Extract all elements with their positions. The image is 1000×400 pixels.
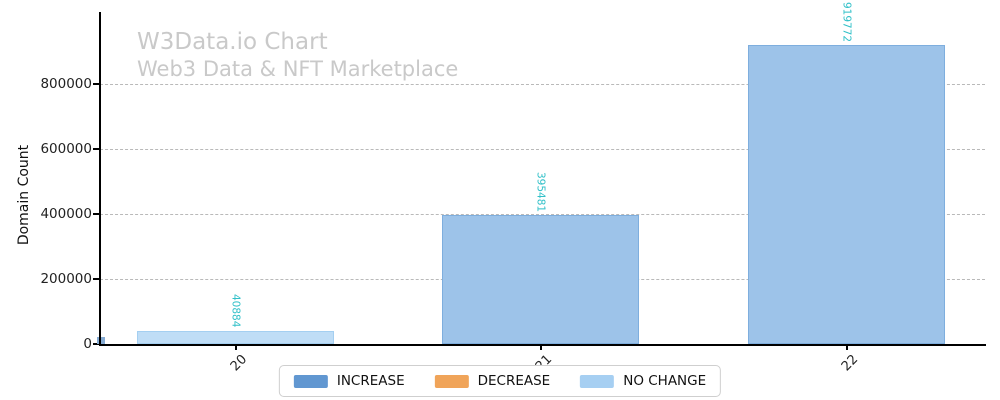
y-tick-label: 200000 (40, 271, 92, 287)
legend: INCREASE DECREASE NO CHANGE (278, 365, 722, 397)
y-axis-spine (99, 12, 101, 345)
y-tick-mark (93, 148, 100, 150)
legend-item-decrease: DECREASE (434, 373, 551, 389)
x-tick-mark (845, 345, 848, 350)
chart-subtitle: Web3 Data & NFT Marketplace (137, 57, 459, 81)
legend-label: NO CHANGE (623, 373, 707, 389)
bar-value-label: 395481 (534, 172, 547, 213)
y-tick-label: 0 (83, 336, 92, 352)
gridline-400000 (100, 213, 985, 215)
legend-swatch (580, 374, 615, 388)
y-tick-label: 400000 (40, 206, 92, 222)
y-tick-mark (93, 213, 100, 215)
bar-21 (442, 215, 639, 344)
origin-mini-bar (97, 337, 105, 344)
y-tick-mark (93, 278, 100, 280)
legend-label: DECREASE (477, 373, 551, 389)
legend-label: INCREASE (336, 373, 405, 389)
y-axis-label: Domain Count (16, 144, 32, 246)
bar-value-label: 40884 (229, 294, 242, 328)
bar-20 (137, 330, 334, 344)
x-tick-label: 20 (227, 352, 251, 375)
bar-22 (748, 45, 945, 344)
gridline-600000 (100, 148, 985, 150)
legend-item-increase: INCREASE (293, 373, 405, 389)
x-tick-mark (539, 345, 542, 350)
x-tick-label: 22 (838, 352, 862, 375)
y-tick-label: 600000 (40, 141, 92, 157)
legend-swatch (293, 374, 328, 388)
y-tick-label: 800000 (40, 76, 92, 92)
bar-value-label: 919772 (840, 1, 853, 43)
chart-title: W3Data.io Chart (137, 29, 328, 55)
x-axis-spine (99, 344, 986, 346)
legend-swatch (434, 374, 469, 388)
y-tick-mark (93, 83, 100, 85)
gridline-800000 (100, 83, 985, 85)
x-tick-mark (234, 345, 237, 350)
legend-item-no-change: NO CHANGE (580, 373, 706, 389)
y-tick-mark (93, 343, 100, 345)
